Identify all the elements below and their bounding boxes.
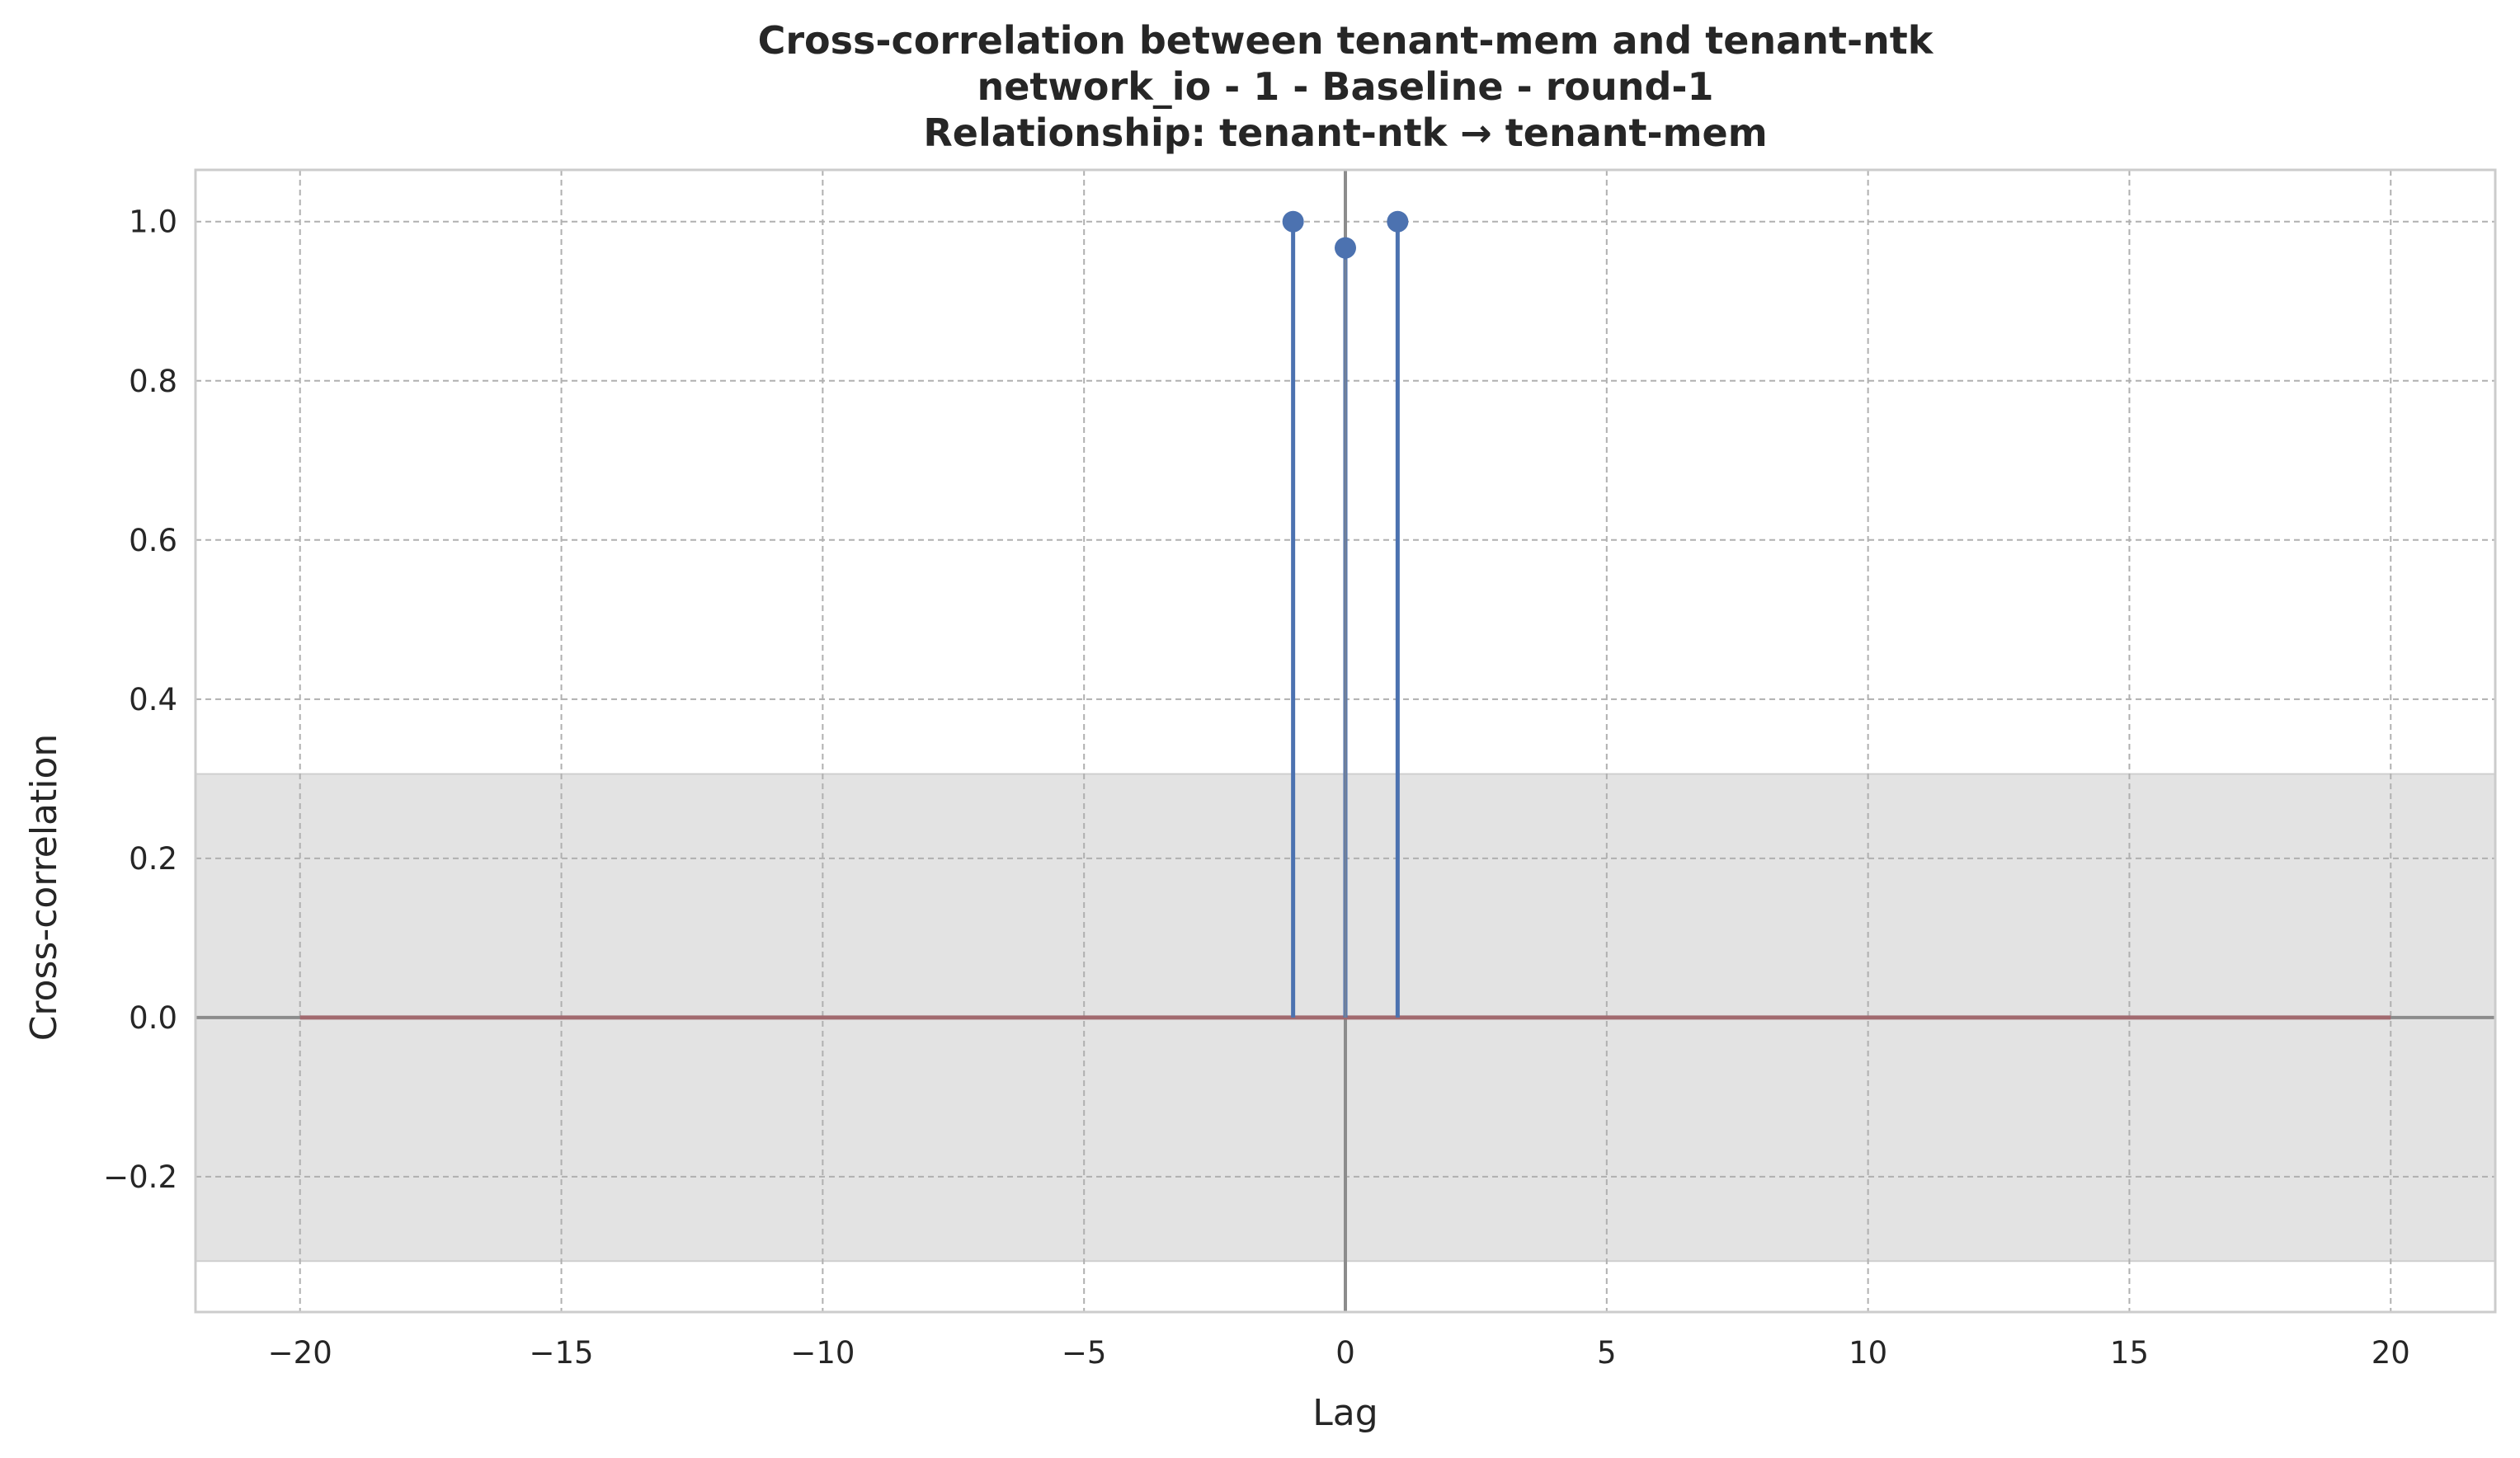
stem-marker-lag-0: [1335, 237, 1356, 259]
plot-frame: [194, 168, 2497, 1314]
x-tick-label-1: −15: [529, 1335, 593, 1371]
stem-marker-lag-1: [1387, 210, 1409, 233]
y-tick-label-3: 0.4: [129, 682, 177, 717]
x-tick-label-0: −20: [268, 1335, 332, 1371]
x-tick-label-5: 5: [1597, 1335, 1617, 1371]
y-tick-label-5: 0.8: [129, 364, 177, 399]
title-line-1: Cross-correlation between tenant-mem and…: [758, 18, 1934, 63]
x-tick-label-2: −10: [790, 1335, 855, 1371]
x-tick-label-3: −5: [1062, 1335, 1107, 1371]
x-tick-label-4: 0: [1335, 1335, 1355, 1371]
stem-marker-lag--1: [1282, 210, 1304, 233]
y-tick-label-6: 1.0: [129, 205, 177, 240]
x-tick-label-6: 10: [1849, 1335, 1887, 1371]
x-tick-label-7: 15: [2110, 1335, 2149, 1371]
chart-title: Cross-correlation between tenant-mem and…: [758, 18, 1934, 155]
x-axis-label: Lag: [1312, 1392, 1378, 1434]
y-axis-label: Cross-correlation: [23, 734, 65, 1042]
title-line-2: network_io - 1 - Baseline - round-1: [977, 64, 1713, 109]
x-tick-label-8: 20: [2372, 1335, 2410, 1371]
y-tick-label-4: 0.6: [129, 523, 177, 558]
y-tick-label-0: −0.2: [103, 1159, 177, 1195]
y-tick-label-1: 0.0: [129, 1000, 177, 1036]
title-line-3: Relationship: tenant-ntk → tenant-mem: [923, 111, 1767, 155]
y-tick-label-2: 0.2: [129, 841, 177, 877]
